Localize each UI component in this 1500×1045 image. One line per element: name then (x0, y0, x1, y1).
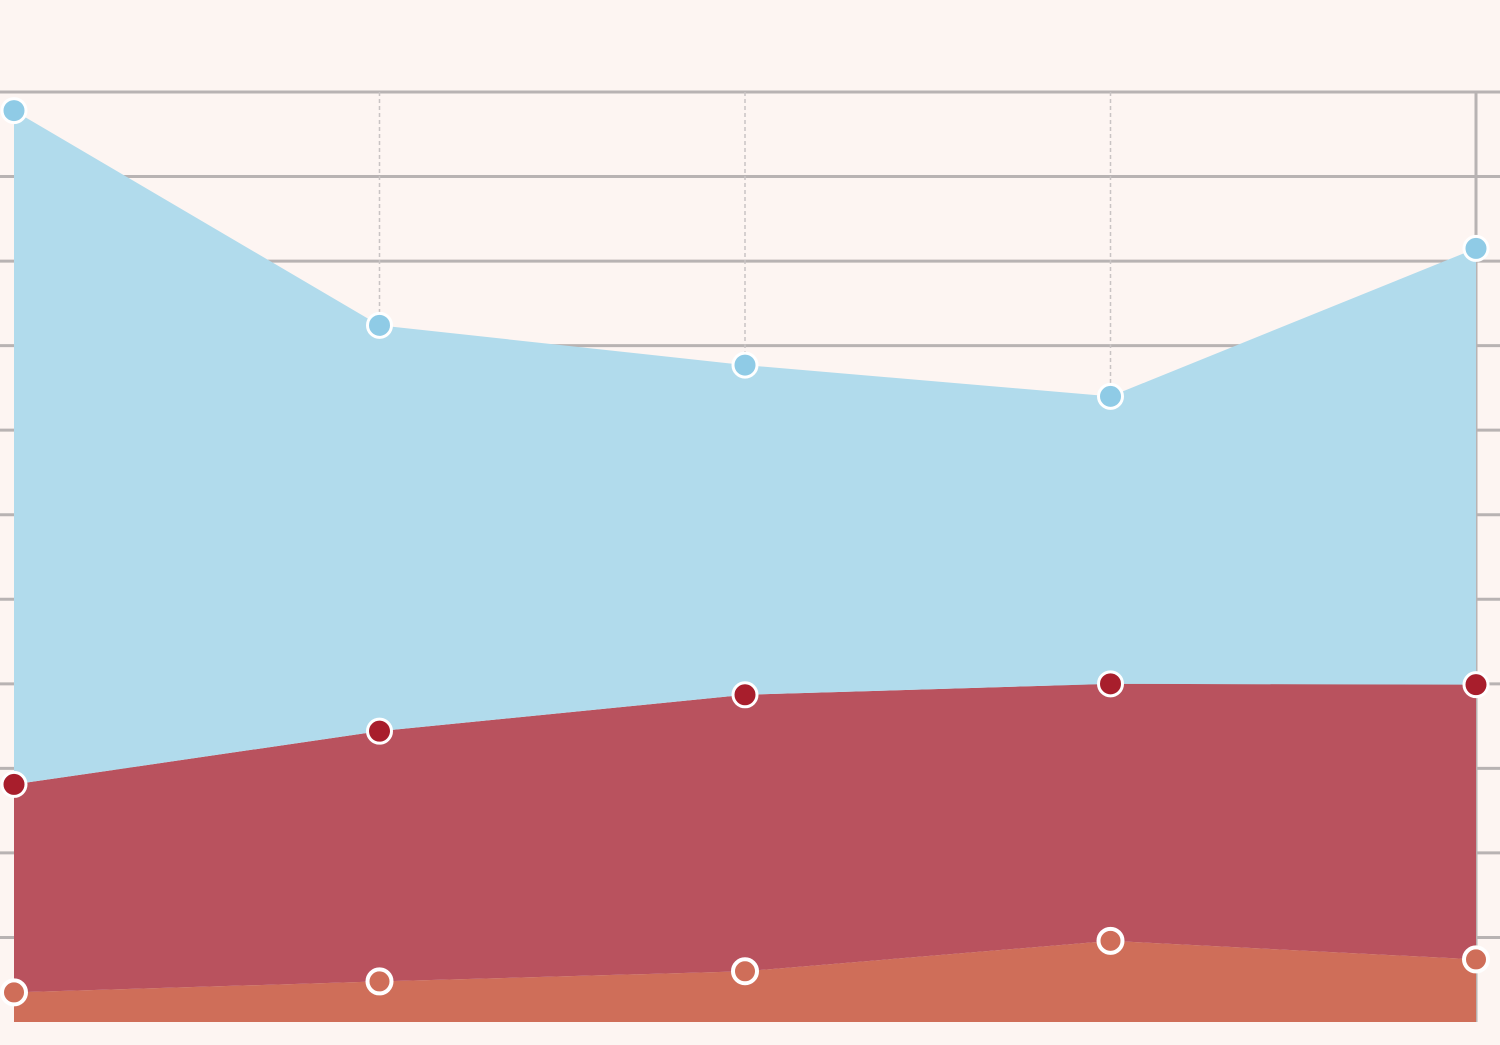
data-point (731, 351, 759, 379)
series-area (14, 683, 1476, 993)
data-point (1462, 234, 1490, 262)
data-point (366, 717, 393, 745)
data-point (0, 97, 28, 125)
series-areas (14, 110, 1476, 1022)
series-markers (0, 97, 1490, 1007)
series-area (14, 110, 1476, 785)
data-point (0, 978, 28, 1007)
data-point (731, 681, 759, 709)
data-point (0, 770, 28, 798)
data-point (1096, 926, 1125, 955)
data-point (1097, 382, 1124, 410)
data-point (1097, 670, 1124, 698)
data-point (731, 957, 759, 986)
data-point (1462, 945, 1490, 974)
data-point (366, 311, 393, 339)
data-point (1462, 671, 1490, 699)
data-point (365, 967, 394, 996)
